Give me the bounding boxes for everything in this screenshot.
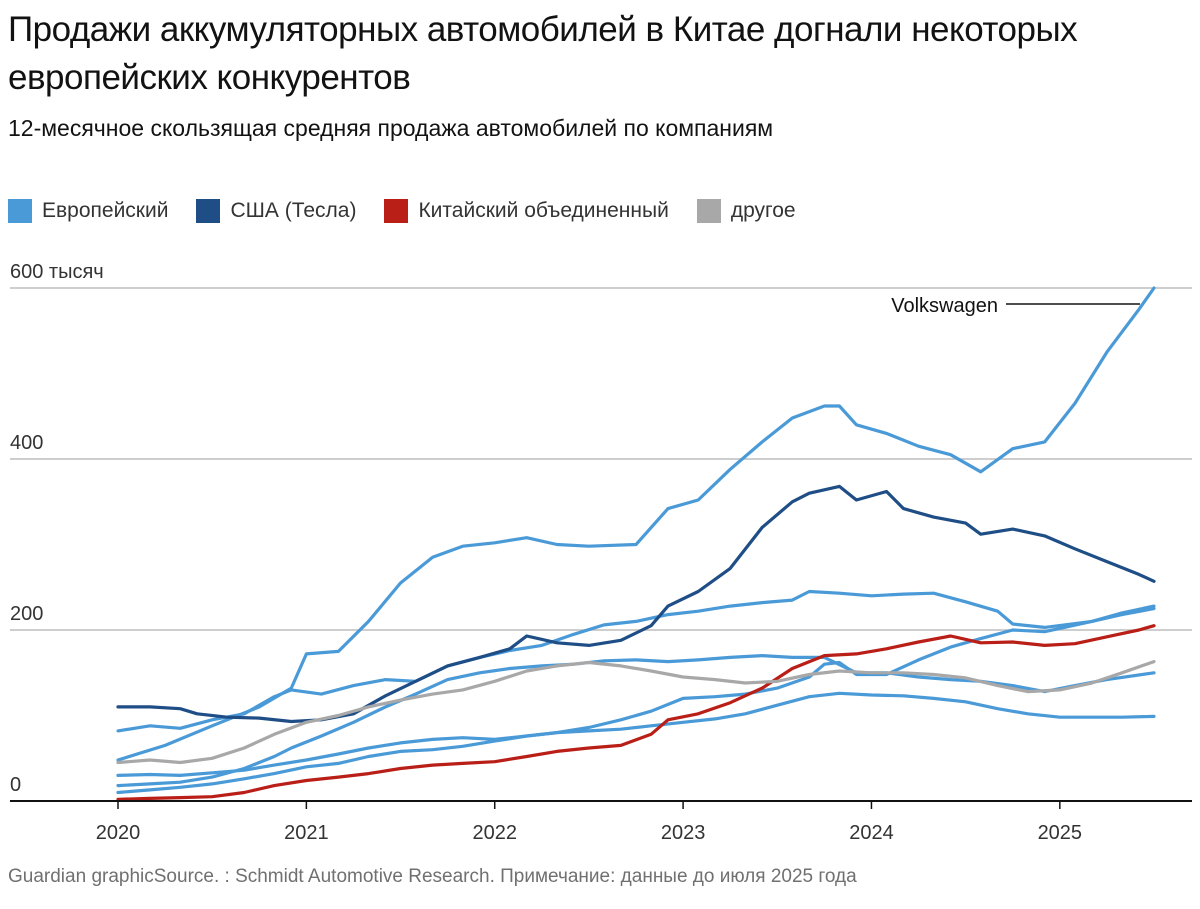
series-line-volkswagen: [116, 286, 1156, 762]
x-tick-label-2022: 2022: [472, 822, 517, 844]
legend-swatch-usa-tesla: [196, 199, 221, 223]
legend-item-chinese-combined: Китайский объединенный: [384, 199, 669, 223]
series-line-series-7: [116, 660, 1156, 765]
series-line-series-2: [116, 654, 1156, 788]
series-line-series-1: [116, 589, 1156, 733]
legend: Европейский США (Тесла) Китайский объеди…: [8, 199, 824, 223]
legend-swatch-chinese-combined: [384, 199, 409, 223]
x-tick-label-2025: 2025: [1038, 822, 1083, 844]
x-tick-label-2024: 2024: [849, 822, 894, 844]
x-tick-label-2023: 2023: [661, 822, 706, 844]
legend-label-european: Европейский: [42, 199, 169, 222]
series-line-series-5: [116, 484, 1156, 724]
legend-item-other: другое: [696, 199, 796, 223]
chart-title: Продажи аккумуляторных автомобилей в Кит…: [8, 10, 1078, 97]
y-tick-label-0: 0: [10, 774, 21, 796]
chart-subtitle: 12-месячное скользящая средняя продажа а…: [8, 115, 774, 141]
line-chart: 0 200 400 600 тысяч 2020 2021 2022 2023 2024 2025…: [10, 261, 1192, 844]
legend-label-usa-tesla: США (Тесла): [230, 199, 357, 222]
x-tick-label-2021: 2021: [284, 822, 329, 844]
series-line-series-3: [116, 691, 1156, 795]
x-tick-label-2020: 2020: [96, 822, 141, 844]
legend-label-other: другое: [730, 199, 796, 222]
source-note: Guardian graphicSource. : Schmidt Automo…: [8, 866, 857, 887]
volkswagen-annotation-label: Volkswagen: [891, 295, 998, 317]
legend-swatch-other: [696, 199, 721, 223]
legend-item-usa-tesla: США (Тесла): [196, 199, 356, 223]
series-line-series-4: [116, 607, 1156, 777]
legend-swatch-european: [8, 199, 32, 223]
y-tick-label-400: 400: [10, 432, 43, 454]
y-tick-label-600: 600 тысяч: [10, 261, 104, 283]
legend-label-chinese-combined: Китайский объединенный: [418, 199, 669, 222]
legend-item-european: Европейский: [8, 199, 168, 223]
y-tick-label-200: 200: [10, 603, 43, 625]
series-line-series-6: [116, 624, 1156, 801]
